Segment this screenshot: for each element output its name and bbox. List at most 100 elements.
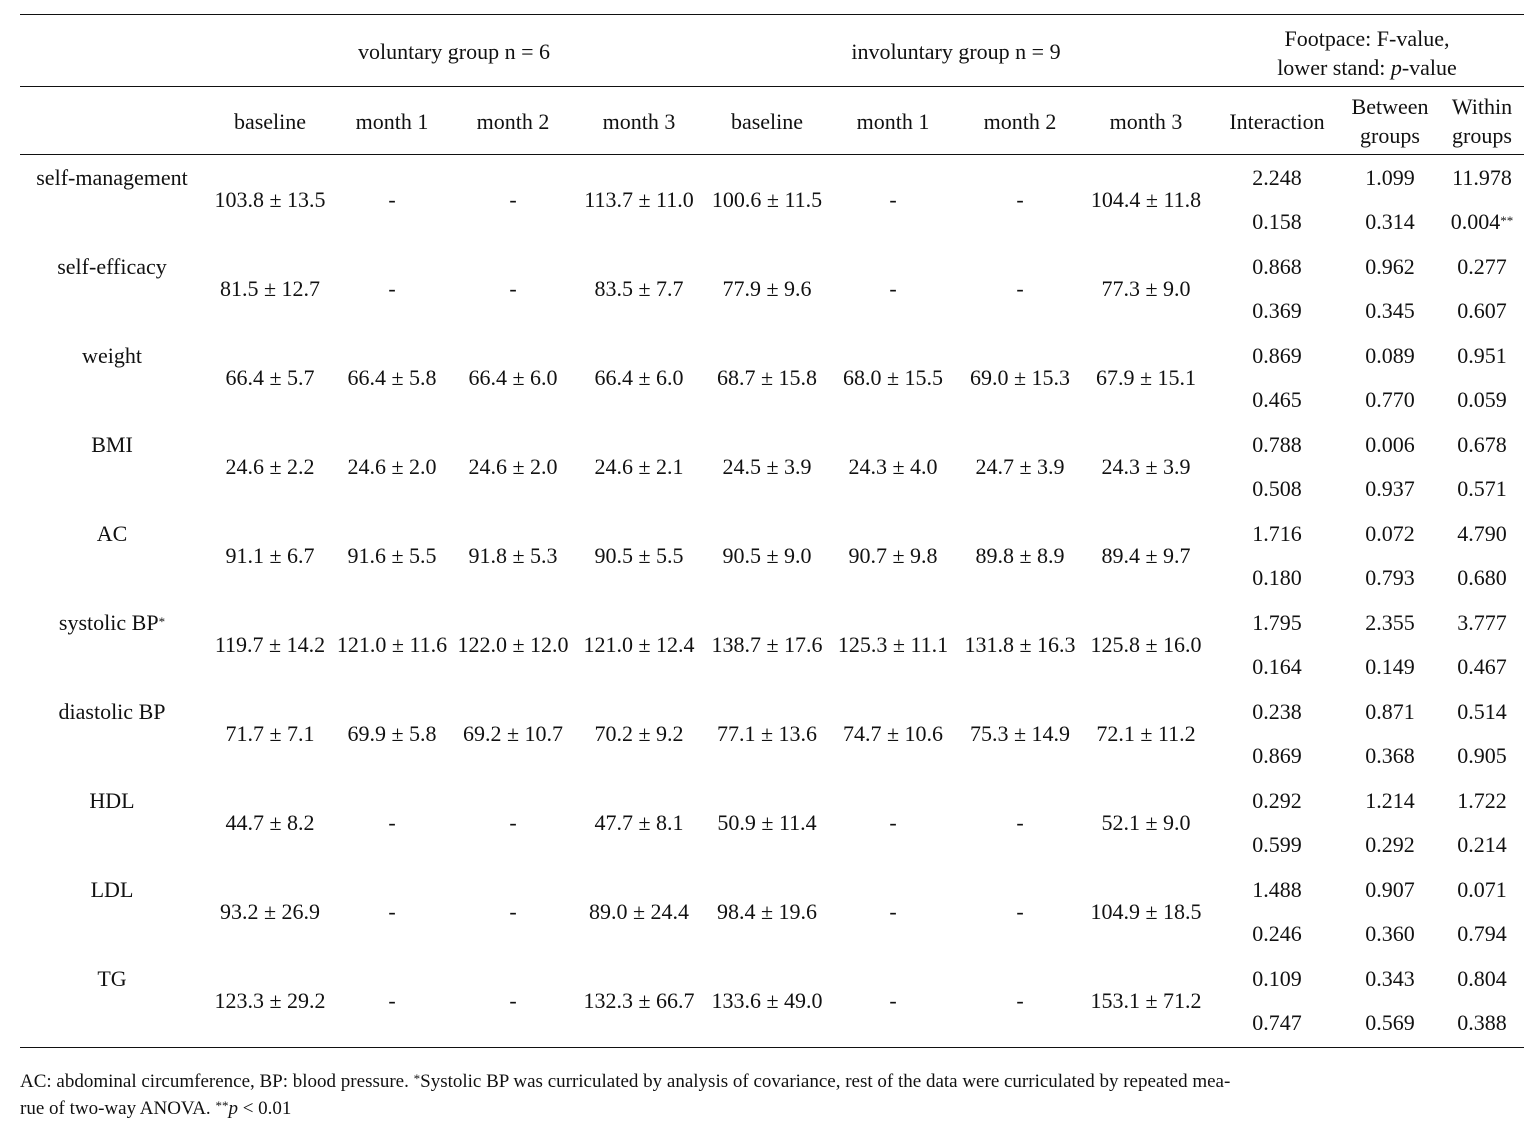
cell-p-value: 0.794 — [1457, 921, 1507, 946]
row-label: diastolic BP — [58, 699, 166, 724]
cell-voluntary: 89.0 ± 24.4 — [588, 899, 690, 924]
header-between-groups: Between groups — [1351, 94, 1429, 148]
cell-f-value: 1.722 — [1457, 788, 1507, 813]
cell-voluntary: 66.4 ± 6.0 — [468, 365, 558, 390]
cell-involuntary: 89.8 ± 8.9 — [975, 543, 1065, 568]
cell-involuntary: - — [889, 187, 897, 212]
cell-voluntary: 69.2 ± 10.7 — [462, 721, 564, 746]
cell-voluntary: 70.2 ± 9.2 — [594, 721, 684, 746]
cell-f-value: 1.795 — [1252, 610, 1302, 635]
cell-p-value: 0.770 — [1365, 387, 1415, 412]
row-label: TG — [97, 966, 127, 991]
header-involuntary-0: baseline — [730, 109, 804, 134]
cell-f-value: 3.777 — [1457, 610, 1507, 635]
cell-involuntary: 131.8 ± 16.3 — [964, 632, 1076, 657]
table-bottom-rule — [20, 1047, 1524, 1048]
cell-p-value: 0.508 — [1252, 476, 1302, 501]
cell-voluntary: 123.3 ± 29.2 — [214, 988, 326, 1013]
cell-p-value: 0.164 — [1252, 654, 1302, 679]
cell-voluntary: 122.0 ± 12.0 — [457, 632, 569, 657]
row-label: systolic BP* — [58, 610, 166, 635]
cell-voluntary: 69.9 ± 5.8 — [347, 721, 437, 746]
cell-involuntary: 24.3 ± 4.0 — [848, 454, 938, 479]
cell-f-value: 0.907 — [1365, 877, 1415, 902]
header-voluntary-0: baseline — [233, 109, 307, 134]
cell-involuntary: 133.6 ± 49.0 — [711, 988, 823, 1013]
cell-involuntary: 74.7 ± 10.6 — [842, 721, 944, 746]
cell-voluntary: - — [388, 810, 396, 835]
involuntary-group-header: involuntary group n = 9 — [851, 39, 1061, 64]
cell-involuntary: - — [1016, 810, 1024, 835]
cell-p-value: 0.747 — [1252, 1010, 1302, 1035]
cell-involuntary: 138.7 ± 17.6 — [711, 632, 823, 657]
cell-involuntary: - — [1016, 899, 1024, 924]
cell-p-value: 0.793 — [1365, 565, 1415, 590]
cell-voluntary: - — [388, 276, 396, 301]
cell-voluntary: 113.7 ± 11.0 — [584, 187, 694, 212]
cell-involuntary: 125.3 ± 11.1 — [837, 632, 949, 657]
row-label: HDL — [89, 788, 135, 813]
header-divider-rule — [20, 86, 1524, 87]
cell-voluntary: 119.7 ± 14.2 — [214, 632, 326, 657]
cell-voluntary: 24.6 ± 2.0 — [347, 454, 437, 479]
cell-involuntary: 90.5 ± 9.0 — [722, 543, 812, 568]
cell-f-value: 0.343 — [1365, 966, 1415, 991]
cell-f-value: 2.355 — [1365, 610, 1415, 635]
cell-f-value: 1.099 — [1365, 165, 1415, 190]
cell-involuntary: 24.3 ± 3.9 — [1101, 454, 1191, 479]
cell-f-value: 0.962 — [1365, 254, 1415, 279]
cell-voluntary: 121.0 ± 12.4 — [583, 632, 695, 657]
cell-p-value: 0.345 — [1365, 298, 1415, 323]
cell-involuntary: 77.9 ± 9.6 — [722, 276, 812, 301]
table-footnote: AC: abdominal circumference, BP: blood p… — [20, 1071, 1231, 1119]
cell-f-value: 0.292 — [1252, 788, 1302, 813]
cell-voluntary: 47.7 ± 8.1 — [594, 810, 684, 835]
cell-f-value: 0.804 — [1457, 966, 1507, 991]
header-interaction: Interaction — [1229, 109, 1325, 134]
cell-voluntary: 66.4 ± 5.8 — [347, 365, 437, 390]
stats-header-line2: lower stand: p-value — [1277, 55, 1457, 80]
cell-f-value: 0.072 — [1365, 521, 1415, 546]
cell-f-value: 11.978 — [1452, 165, 1512, 190]
cell-involuntary: - — [889, 988, 897, 1013]
cell-involuntary: - — [889, 276, 897, 301]
row-label: self-efficacy — [57, 254, 167, 279]
cell-voluntary: 91.1 ± 6.7 — [225, 543, 315, 568]
header-voluntary-2: month 2 — [476, 109, 550, 134]
cell-p-value: 0.292 — [1365, 832, 1415, 857]
header-involuntary-3: month 3 — [1109, 109, 1183, 134]
cell-p-value: 0.368 — [1365, 743, 1415, 768]
row-label: weight — [82, 343, 142, 368]
cell-p-value: 0.149 — [1365, 654, 1415, 679]
cell-f-value: 0.869 — [1252, 343, 1302, 368]
cell-voluntary: - — [509, 810, 517, 835]
cell-voluntary: - — [509, 899, 517, 924]
row-label: self-management — [36, 165, 188, 190]
cell-voluntary: 24.6 ± 2.0 — [468, 454, 558, 479]
cell-involuntary: 98.4 ± 19.6 — [716, 899, 818, 924]
cell-voluntary: - — [388, 899, 396, 924]
cell-f-value: 1.716 — [1252, 521, 1302, 546]
cell-p-value: 0.607 — [1457, 298, 1507, 323]
cell-p-value: 0.599 — [1252, 832, 1302, 857]
cell-involuntary: 75.3 ± 14.9 — [969, 721, 1071, 746]
cell-voluntary: 81.5 ± 12.7 — [219, 276, 321, 301]
cell-p-value: 0.158 — [1252, 209, 1302, 234]
cell-involuntary: - — [1016, 187, 1024, 212]
cell-involuntary: 104.4 ± 11.8 — [1090, 187, 1202, 212]
cell-voluntary: 66.4 ± 6.0 — [594, 365, 684, 390]
cell-voluntary: 121.0 ± 11.6 — [336, 632, 448, 657]
cell-p-value: 0.004** — [1450, 209, 1514, 234]
cell-voluntary: 91.8 ± 5.3 — [468, 543, 558, 568]
cell-involuntary: 90.7 ± 9.8 — [848, 543, 938, 568]
cell-p-value: 0.937 — [1365, 476, 1415, 501]
cell-f-value: 0.071 — [1457, 877, 1507, 902]
cell-voluntary: 66.4 ± 5.7 — [225, 365, 315, 390]
cell-f-value: 0.788 — [1252, 432, 1302, 457]
cell-involuntary: - — [1016, 988, 1024, 1013]
cell-p-value: 0.369 — [1252, 298, 1302, 323]
cell-p-value: 0.680 — [1457, 565, 1507, 590]
cell-f-value: 2.248 — [1252, 165, 1302, 190]
cell-involuntary: - — [1016, 276, 1024, 301]
cell-f-value: 0.089 — [1365, 343, 1415, 368]
